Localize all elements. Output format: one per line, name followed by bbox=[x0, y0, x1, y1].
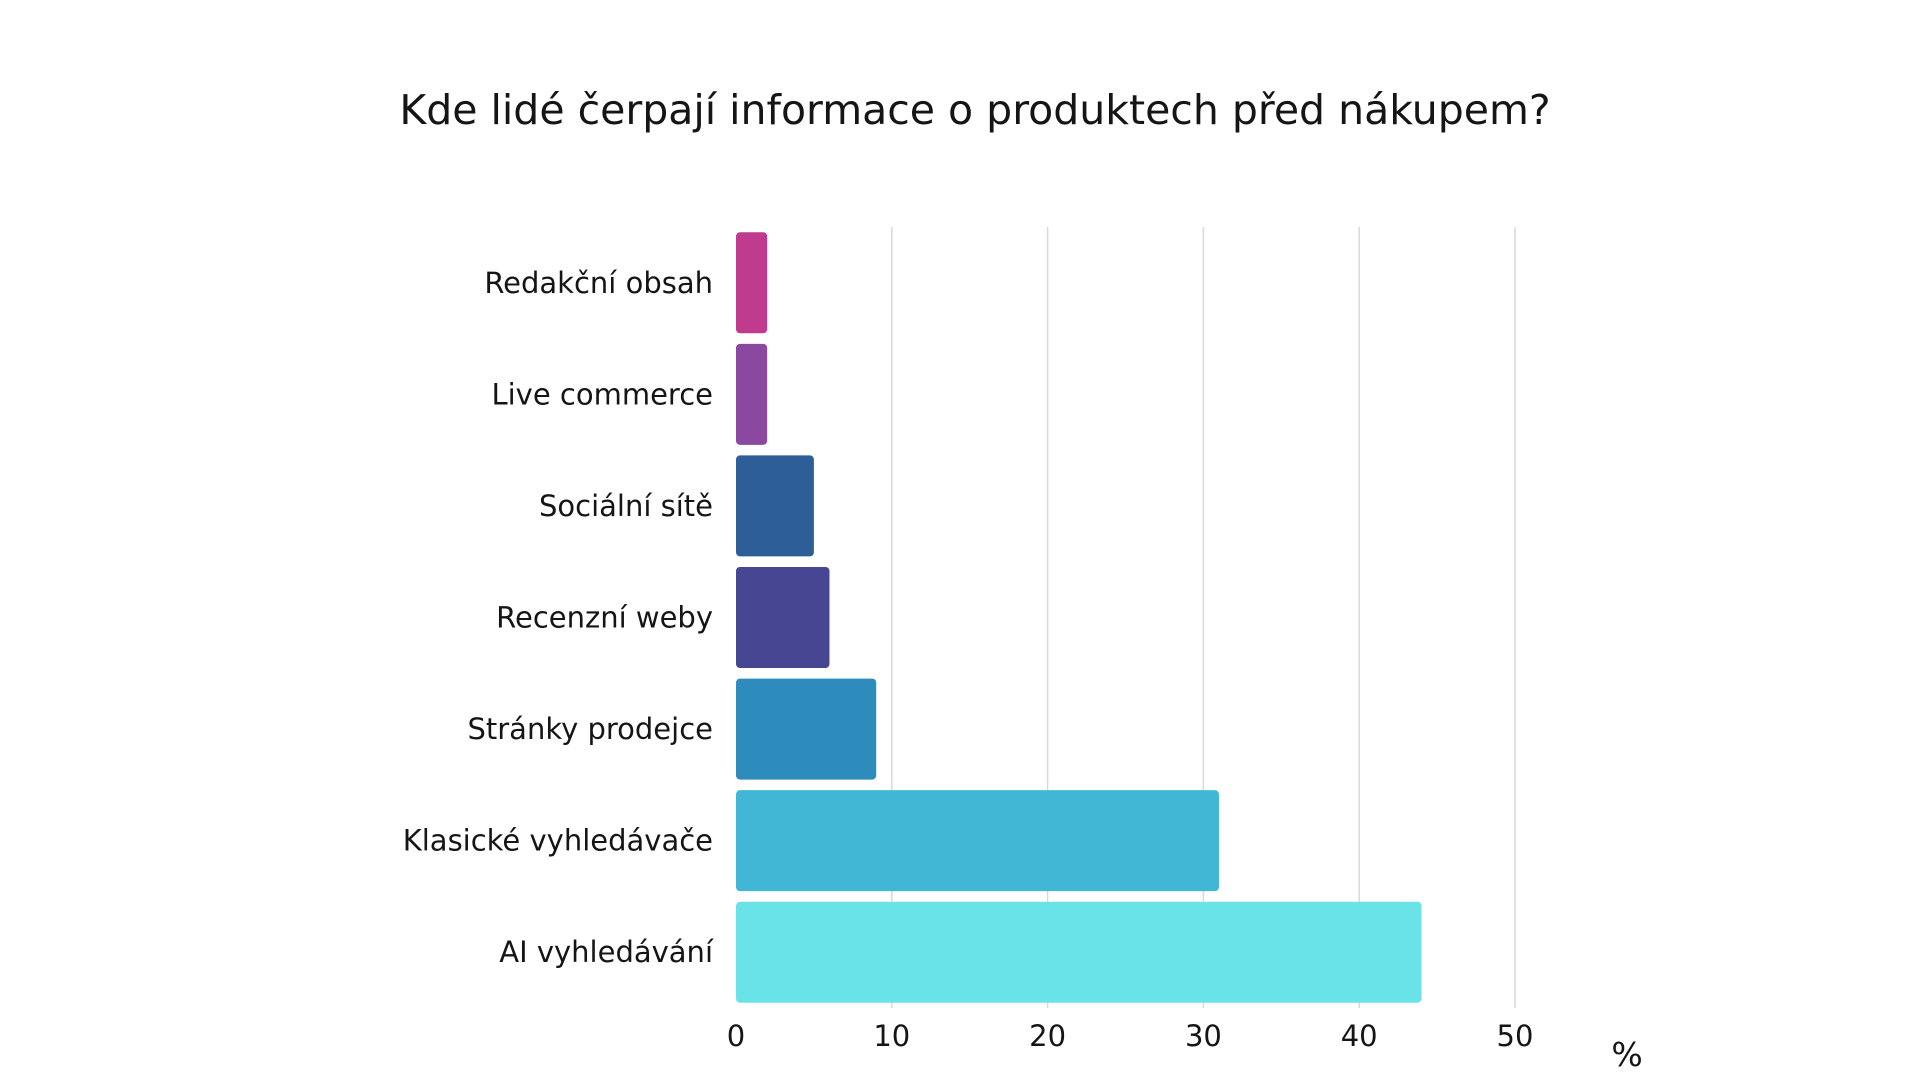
chart-title: Kde lidé čerpají informace o produktech … bbox=[399, 86, 1550, 134]
bar bbox=[736, 343, 768, 445]
bar bbox=[736, 455, 814, 557]
category-label: Stránky prodejce bbox=[467, 712, 713, 746]
bar bbox=[736, 790, 1219, 892]
category-label: Recenzní weby bbox=[496, 601, 713, 635]
x-axis-unit-label: % bbox=[1611, 1035, 1642, 1074]
x-tick-label: 10 bbox=[873, 1019, 910, 1053]
bars bbox=[736, 232, 1422, 1003]
x-tick-label: 50 bbox=[1497, 1019, 1534, 1053]
category-label: Sociální sítě bbox=[539, 489, 713, 523]
x-tick-label: 0 bbox=[727, 1019, 745, 1053]
category-label: Klasické vyhledávače bbox=[403, 824, 713, 858]
x-tick-label: 20 bbox=[1029, 1019, 1066, 1053]
category-labels: Redakční obsah Live commerce Sociální sítě… bbox=[403, 266, 714, 969]
x-axis-tick-labels: 0 10 20 30 40 50 bbox=[727, 1019, 1534, 1053]
category-label: Redakční obsah bbox=[484, 266, 713, 300]
bar bbox=[736, 678, 877, 780]
bar bbox=[736, 567, 830, 668]
category-label: Live commerce bbox=[491, 377, 713, 411]
bar bbox=[736, 901, 1422, 1003]
x-tick-label: 30 bbox=[1185, 1019, 1222, 1053]
category-label: AI vyhledávání bbox=[499, 935, 714, 969]
bar bbox=[736, 232, 768, 334]
x-tick-label: 40 bbox=[1341, 1019, 1378, 1053]
